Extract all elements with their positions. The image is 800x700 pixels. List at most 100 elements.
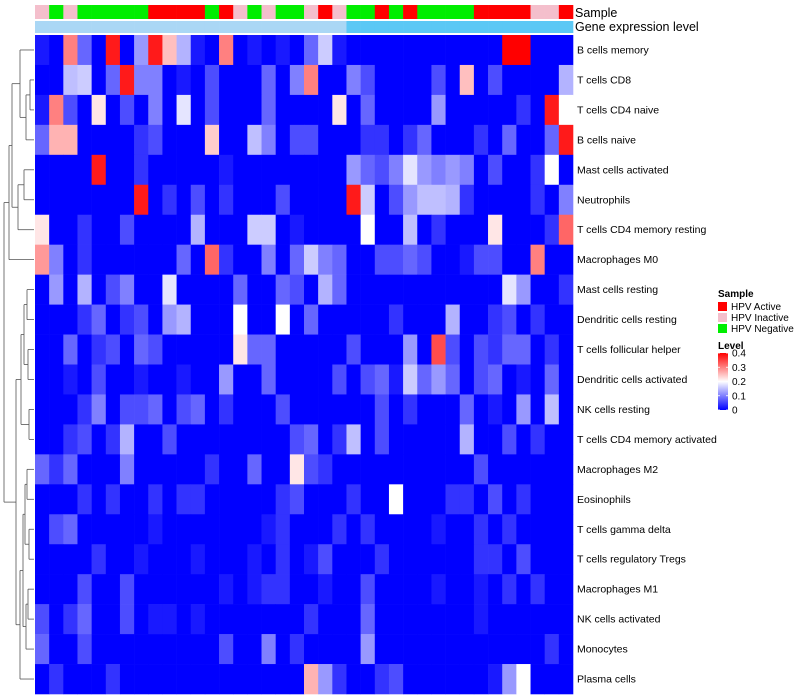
heatmap-cell [49, 184, 64, 216]
heatmap-cell [403, 334, 418, 365]
heatmap-cell [388, 154, 404, 186]
heatmap-cell [77, 154, 92, 186]
heatmap-cell [49, 154, 64, 186]
heatmap-cell [431, 304, 446, 335]
heatmap-cell [431, 364, 446, 395]
heatmap-cell [459, 274, 475, 305]
heatmap-cell [403, 514, 418, 545]
level-legend-gradient [718, 353, 728, 410]
heatmap-cell [233, 64, 248, 96]
row-label: NK cells resting [577, 404, 650, 416]
heatmap-cell [49, 214, 64, 245]
row-dendrogram [3, 49, 34, 680]
heatmap-cell [473, 64, 489, 96]
heatmap-cell [162, 634, 177, 665]
gene-expression-annotation-cell [332, 21, 347, 33]
heatmap-cell [261, 424, 276, 455]
heatmap-cell [459, 35, 475, 66]
sample-annotation-cell [473, 5, 489, 19]
heatmap-cell [502, 544, 517, 575]
heatmap-cell [445, 454, 461, 485]
heatmap-cell [318, 514, 333, 545]
heatmap-cell [544, 214, 560, 245]
heatmap-cell [63, 214, 78, 245]
heatmap-cell [119, 64, 135, 96]
heatmap-cell [488, 184, 503, 216]
heatmap-cell [176, 544, 192, 575]
heatmap-cell [544, 544, 560, 575]
heatmap-cell [304, 664, 319, 695]
heatmap-cell [233, 424, 248, 455]
heatmap-cell [289, 304, 305, 335]
sample-annotation-label: Sample [575, 6, 617, 20]
gene-expression-annotation-cell [388, 21, 404, 33]
heatmap-cell [204, 424, 220, 455]
heatmap-cell [219, 214, 234, 245]
heatmap-cell [332, 94, 347, 126]
heatmap-cell [346, 124, 361, 156]
heatmap-cell [105, 514, 121, 545]
heatmap-cell [176, 514, 192, 545]
heatmap-cell [289, 574, 305, 605]
heatmap-cell [346, 244, 361, 275]
heatmap-cell [275, 544, 291, 575]
heatmap-cell [105, 454, 121, 485]
heatmap-cell [275, 274, 291, 305]
heatmap-cell [247, 604, 262, 635]
heatmap-cell [417, 364, 432, 395]
heatmap-cell [219, 184, 234, 216]
heatmap-cell [388, 94, 404, 126]
heatmap-cell [431, 454, 446, 485]
heatmap-cell [473, 514, 489, 545]
heatmap-cell [49, 424, 64, 455]
heatmap-cell [516, 634, 531, 665]
heatmap-cell [63, 304, 78, 335]
heatmap-cell [332, 214, 347, 245]
heatmap-cell [558, 394, 574, 425]
heatmap-cell [360, 244, 376, 275]
gene-expression-annotation-cell [35, 21, 50, 33]
heatmap-cell [417, 35, 432, 66]
heatmap-cell [91, 364, 107, 395]
heatmap-cell [105, 394, 121, 425]
heatmap-cell [261, 184, 276, 216]
heatmap-cell [148, 274, 163, 305]
heatmap-cell [91, 214, 107, 245]
heatmap-cell [35, 574, 50, 605]
heatmap-cell [530, 334, 545, 365]
heatmap-cell [445, 244, 461, 275]
heatmap-cell [204, 274, 220, 305]
heatmap-cell [516, 244, 531, 275]
heatmap-cell [49, 664, 64, 695]
heatmap-cell [35, 364, 50, 395]
heatmap-cell [176, 64, 192, 96]
heatmap-cell [332, 124, 347, 156]
heatmap-cell [289, 454, 305, 485]
heatmap-cell [403, 634, 418, 665]
heatmap-cell [247, 154, 262, 186]
heatmap-cell [162, 514, 177, 545]
heatmap-cell [247, 244, 262, 275]
heatmap-cell [530, 64, 545, 96]
heatmap-cell [148, 574, 163, 605]
heatmap-cell [332, 64, 347, 96]
heatmap-cell [77, 64, 92, 96]
heatmap-cell [91, 304, 107, 335]
heatmap-cell [403, 244, 418, 275]
heatmap-cell [318, 304, 333, 335]
sample-legend-title: Sample [718, 289, 754, 300]
heatmap-cell [77, 274, 92, 305]
heatmap-cell [190, 424, 206, 455]
heatmap-cell [134, 634, 149, 665]
gene-expression-annotation-cell [247, 21, 262, 33]
heatmap-cell [318, 454, 333, 485]
heatmap-cell [332, 334, 347, 365]
heatmap-cell [233, 604, 248, 635]
heatmap-cell [119, 664, 135, 695]
heatmap-cell [204, 454, 220, 485]
heatmap-cell [63, 274, 78, 305]
gene-expression-annotation-cell [473, 21, 489, 33]
heatmap-cell [318, 394, 333, 425]
heatmap-cell [77, 334, 92, 365]
